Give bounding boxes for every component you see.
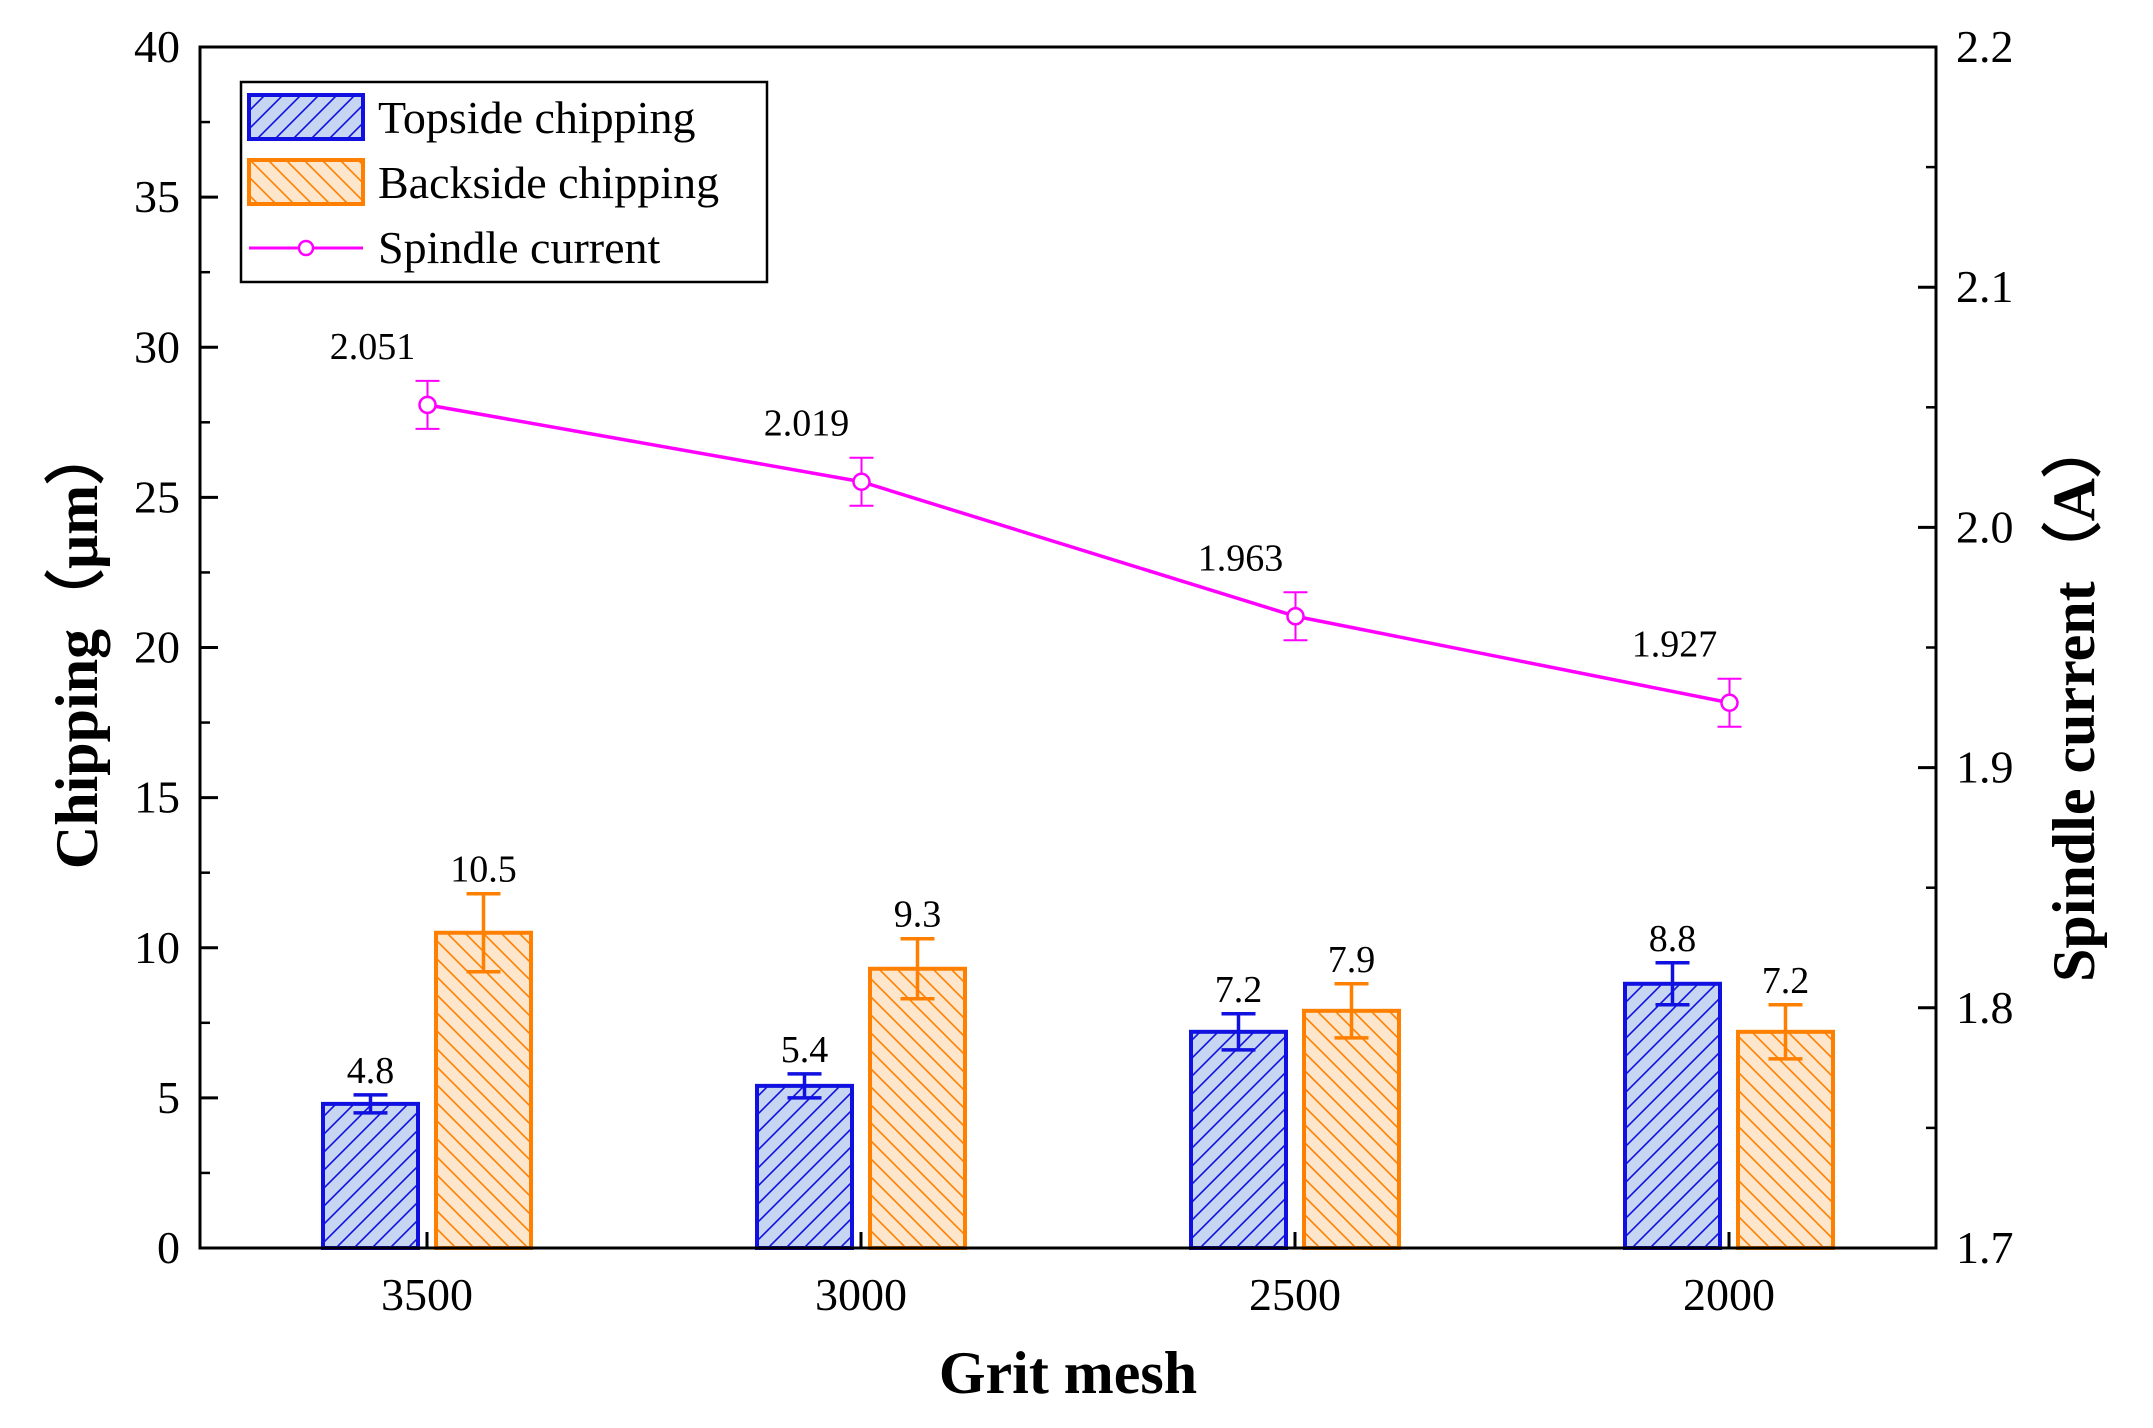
right-tick-label: 1.8 bbox=[1956, 982, 2014, 1033]
right-tick-label: 1.7 bbox=[1956, 1222, 2014, 1273]
data-label-topside: 7.2 bbox=[1215, 969, 1263, 1011]
left-tick-label: 15 bbox=[134, 772, 180, 823]
data-label-spindle: 2.019 bbox=[764, 403, 850, 445]
spindle-point bbox=[1720, 693, 1739, 712]
bar-backside bbox=[1302, 1008, 1401, 1250]
legend-swatch-backside bbox=[247, 158, 365, 206]
data-label-topside: 5.4 bbox=[781, 1029, 829, 1071]
bar-topside bbox=[1623, 981, 1722, 1251]
left-tick-label: 35 bbox=[134, 171, 180, 222]
legend-marker-spindle bbox=[297, 239, 315, 257]
bar-backside bbox=[434, 930, 533, 1250]
x-tick-label: 2000 bbox=[1683, 1269, 1775, 1320]
spindle-point bbox=[852, 472, 871, 492]
bar-backside bbox=[868, 966, 967, 1251]
left-tick-label: 30 bbox=[134, 321, 180, 372]
bar-backside bbox=[1736, 1029, 1835, 1250]
spindle-point bbox=[1286, 607, 1305, 626]
left-tick-label: 20 bbox=[134, 622, 180, 673]
left-tick-label: 0 bbox=[157, 1222, 180, 1273]
left-tick-label: 40 bbox=[134, 21, 180, 72]
data-label-backside: 7.2 bbox=[1762, 960, 1810, 1002]
x-tick-label: 2500 bbox=[1249, 1269, 1341, 1320]
bar-topside bbox=[1189, 1029, 1288, 1250]
right-tick-label: 2.2 bbox=[1956, 21, 2014, 72]
right-tick-label: 1.9 bbox=[1956, 742, 2014, 793]
left-tick-label: 10 bbox=[134, 922, 180, 973]
left-axis: 0 5 10 15 20 25 30 35 40 bbox=[134, 21, 218, 1273]
right-tick-label: 2.1 bbox=[1956, 261, 2014, 312]
right-axis: 1.7 1.8 1.9 2.0 2.1 2.2 bbox=[1918, 21, 2014, 1273]
left-axis-title: Chipping（μm） bbox=[43, 425, 110, 869]
x-tick-label: 3500 bbox=[381, 1269, 473, 1320]
data-label-spindle: 1.927 bbox=[1632, 624, 1718, 666]
data-label-backside: 10.5 bbox=[450, 849, 517, 891]
data-label-backside: 9.3 bbox=[894, 894, 942, 936]
bar-topside bbox=[321, 1101, 420, 1250]
spindle-current-line bbox=[427, 403, 1730, 705]
data-label-spindle: 1.963 bbox=[1198, 537, 1284, 579]
x-axis-title: Grit mesh bbox=[939, 1340, 1197, 1406]
x-axis: 3500 3000 2500 2000 bbox=[381, 1232, 1775, 1320]
data-label-backside: 7.9 bbox=[1328, 939, 1376, 981]
bar-topside bbox=[755, 1083, 854, 1250]
data-label-topside: 4.8 bbox=[347, 1050, 395, 1092]
legend-swatch-topside bbox=[247, 93, 365, 141]
legend-label-spindle: Spindle current bbox=[378, 222, 661, 273]
legend-label-backside: Backside chipping bbox=[378, 157, 719, 208]
left-tick-label: 25 bbox=[134, 471, 180, 522]
plot-marks: 4.8 5.4 7.2 8.8 10.5 9.3 7.9 7.2 2.051 2.019 1.963… bbox=[321, 326, 1835, 1251]
legend-label-topside: Topside chipping bbox=[378, 92, 695, 143]
right-axis-title: Spindle current（A） bbox=[2040, 418, 2107, 982]
legend: Topside chipping Backside chipping Spind… bbox=[239, 80, 769, 284]
data-label-topside: 8.8 bbox=[1649, 918, 1697, 960]
spindle-point bbox=[418, 395, 437, 415]
left-tick-label: 5 bbox=[157, 1072, 180, 1123]
x-tick-label: 3000 bbox=[815, 1269, 907, 1320]
data-label-spindle: 2.051 bbox=[330, 326, 416, 368]
right-tick-label: 2.0 bbox=[1956, 501, 2014, 552]
